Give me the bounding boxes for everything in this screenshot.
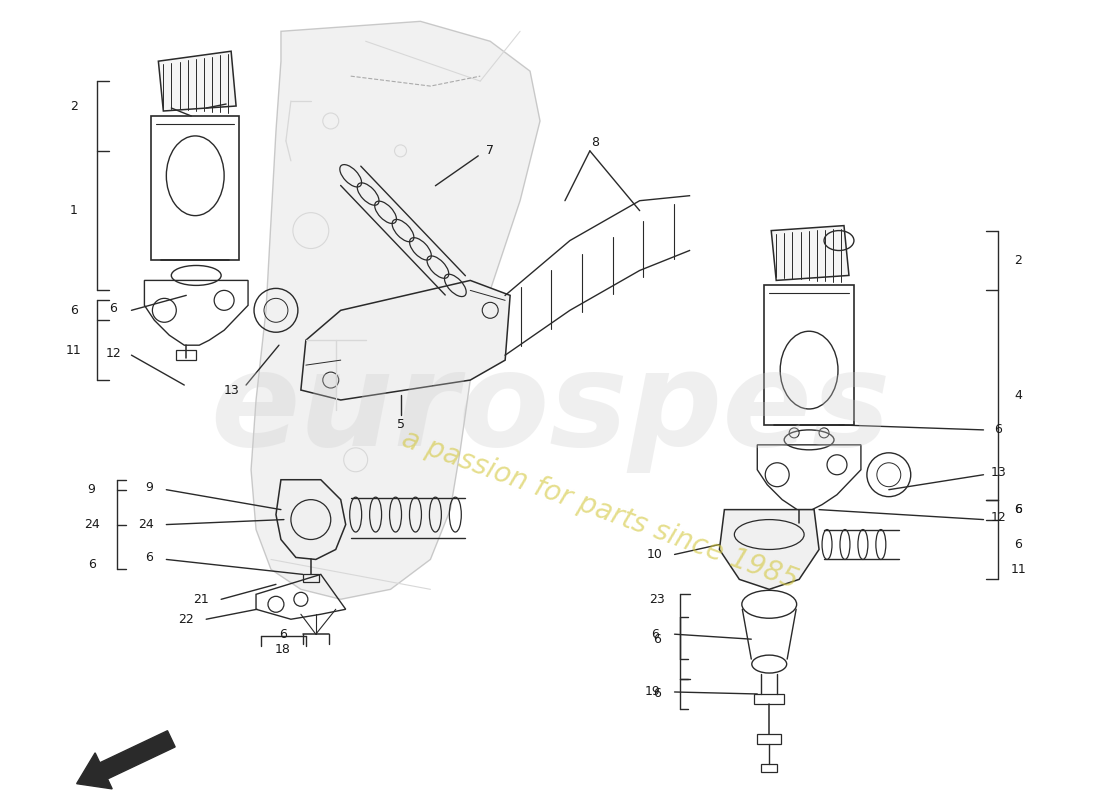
FancyArrow shape (77, 730, 175, 789)
Text: 1: 1 (69, 204, 78, 217)
Polygon shape (719, 510, 820, 590)
Text: 8: 8 (591, 136, 598, 150)
Text: 7: 7 (486, 144, 494, 158)
Bar (761, 764, 778, 772)
Text: 6: 6 (1014, 503, 1022, 516)
Text: 2: 2 (69, 99, 78, 113)
Polygon shape (771, 226, 849, 281)
Polygon shape (158, 51, 236, 111)
Text: 9: 9 (88, 483, 96, 496)
Text: 6: 6 (69, 304, 78, 317)
Text: 9: 9 (145, 481, 153, 494)
Text: 12: 12 (991, 511, 1006, 524)
Text: 11: 11 (1011, 563, 1026, 576)
Text: 6: 6 (1014, 503, 1022, 516)
Text: 6: 6 (652, 687, 661, 701)
Text: 6: 6 (145, 551, 153, 564)
Bar (755, 694, 784, 704)
Text: 23: 23 (649, 593, 664, 606)
Text: 4: 4 (1014, 389, 1022, 402)
Bar (764, 286, 854, 425)
Text: 11: 11 (66, 344, 81, 357)
Text: 6: 6 (279, 628, 287, 641)
Bar (152, 116, 239, 261)
Text: 6: 6 (651, 628, 659, 641)
Text: eurospes: eurospes (210, 346, 890, 474)
Text: 10: 10 (647, 548, 662, 561)
Text: 24: 24 (139, 518, 154, 531)
Bar (757, 734, 781, 744)
Text: 18: 18 (275, 642, 290, 656)
Text: 13: 13 (223, 383, 239, 397)
Text: 6: 6 (994, 423, 1002, 436)
Bar (789, 514, 810, 525)
Text: 22: 22 (178, 613, 194, 626)
Text: 6: 6 (88, 558, 96, 571)
Text: 6: 6 (110, 302, 118, 315)
Polygon shape (251, 22, 540, 599)
Text: 6: 6 (652, 633, 661, 646)
Text: 21: 21 (194, 593, 209, 606)
Bar (302, 574, 319, 582)
Text: 24: 24 (84, 518, 99, 531)
Text: 6: 6 (1014, 538, 1022, 551)
Text: a passion for parts since 1985: a passion for parts since 1985 (398, 425, 802, 594)
Polygon shape (301, 281, 510, 400)
Text: 2: 2 (1014, 254, 1022, 267)
Text: 5: 5 (396, 418, 405, 431)
Text: 12: 12 (106, 346, 121, 360)
Bar (176, 350, 196, 360)
Text: 13: 13 (991, 466, 1006, 479)
Text: 19: 19 (645, 686, 660, 698)
Polygon shape (276, 480, 345, 559)
